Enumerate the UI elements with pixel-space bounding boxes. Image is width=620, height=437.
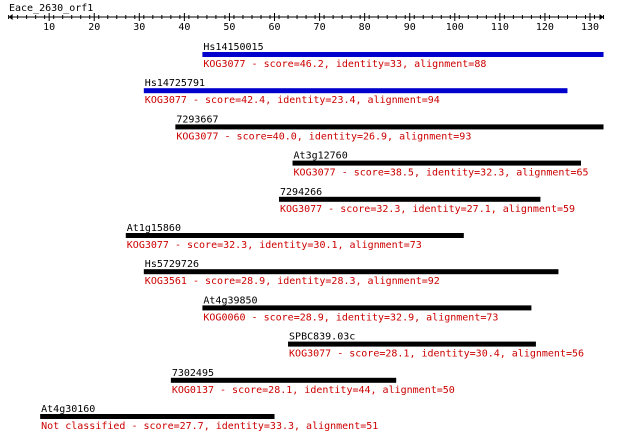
hit-description: KOG3077 - score=28.1, identity=30.4, ali… <box>289 349 584 360</box>
hit-description: KOG3077 - score=46.2, identity=33, align… <box>203 59 486 70</box>
hit-name[interactable]: 7302495 <box>172 368 214 379</box>
ruler-tick-label: 110 <box>491 22 509 33</box>
query-title: Eace_2630_orf1 <box>9 3 93 14</box>
hit-description: KOG3077 - score=42.4, identity=23.4, ali… <box>145 95 440 106</box>
hit-list: Hs14150015 KOG3077 - score=46.2, identity… <box>40 42 604 432</box>
hit-row[interactable]: 7302495 KOG0137 - score=28.1, identity=44… <box>170 368 455 396</box>
ruler-tick-label: 80 <box>359 22 371 33</box>
hit-row[interactable]: At4g30160 Not classified - score=27.7, id… <box>40 404 378 432</box>
hit-alignment-bar[interactable] <box>125 233 464 238</box>
position-ruler: 10 20 30 40 50 60 70 80 90 100 110 120 130 <box>8 13 605 33</box>
hit-name[interactable]: At4g39850 <box>203 295 257 306</box>
hit-alignment-bar[interactable] <box>175 124 604 130</box>
ruler-tick-label: 10 <box>43 22 55 33</box>
hit-row[interactable]: At1g15860 KOG3077 - score=32.3, identity=… <box>125 223 464 251</box>
ruler-right-arrow-icon <box>599 14 604 20</box>
hit-name[interactable]: 7294266 <box>280 187 322 198</box>
hit-alignment-bar[interactable] <box>202 52 604 57</box>
ruler-tick-label: 90 <box>404 22 416 33</box>
hit-alignment-bar[interactable] <box>170 377 397 383</box>
ruler-tick-label: 20 <box>88 22 100 33</box>
hit-alignment-bar[interactable] <box>202 305 532 311</box>
hit-alignment-bar[interactable] <box>279 196 541 202</box>
hit-alignment-bar[interactable] <box>292 160 581 166</box>
hit-description: KOG0137 - score=28.1, identity=44, align… <box>172 385 455 396</box>
ruler-tick-label: 50 <box>223 22 235 33</box>
ruler-tick-label: 30 <box>133 22 145 33</box>
hit-name[interactable]: SPBC839.03c <box>289 332 355 343</box>
ruler-tick-label: 130 <box>581 22 599 33</box>
hit-alignment-bar[interactable] <box>288 341 536 347</box>
hit-description: KOG3077 - score=38.5, identity=32.3, ali… <box>294 168 589 179</box>
hit-row[interactable]: SPBC839.03c KOG3077 - score=28.1, identit… <box>288 332 584 360</box>
hit-row[interactable]: Hs14725791 KOG3077 - score=42.4, identity… <box>143 78 568 106</box>
hit-name[interactable]: At4g30160 <box>41 404 95 415</box>
hit-name[interactable]: Hs5729726 <box>145 259 199 270</box>
ruler-tick-label: 70 <box>314 22 326 33</box>
ruler-tick-label: 60 <box>268 22 280 33</box>
hit-description: KOG3077 - score=32.3, identity=27.1, ali… <box>280 204 575 215</box>
hit-name[interactable]: Hs14725791 <box>145 78 205 89</box>
ruler-tick-label: 40 <box>178 22 190 33</box>
hit-name[interactable]: At1g15860 <box>127 223 181 234</box>
hit-description: KOG3077 - score=40.0, identity=26.9, ali… <box>176 131 471 142</box>
hit-row[interactable]: 7294266 KOG3077 - score=32.3, identity=27… <box>279 187 575 215</box>
hit-row[interactable]: At3g12760 KOG3077 - score=38.5, identity=… <box>292 151 589 179</box>
hit-name[interactable]: At3g12760 <box>294 151 348 162</box>
hit-name[interactable]: Hs14150015 <box>203 42 263 53</box>
hit-alignment-bar[interactable] <box>40 414 275 419</box>
hit-row[interactable]: Hs14150015 KOG3077 - score=46.2, identity… <box>202 42 604 70</box>
ruler-tick-label: 120 <box>536 22 554 33</box>
hit-description: KOG0060 - score=28.9, identity=32.9, ali… <box>203 312 498 323</box>
hit-description: Not classified - score=27.7, identity=33… <box>41 421 378 432</box>
hit-row[interactable]: 7293667 KOG3077 - score=40.0, identity=26… <box>175 114 604 142</box>
ruler-tick-label: 100 <box>446 22 464 33</box>
hit-row[interactable]: Hs5729726 KOG3561 - score=28.9, identity=… <box>143 259 559 287</box>
hit-alignment-bar[interactable] <box>143 88 568 94</box>
hit-row[interactable]: At4g39850 KOG0060 - score=28.9, identity=… <box>202 295 532 323</box>
ruler-left-arrow-icon <box>8 14 13 20</box>
hit-alignment-bar[interactable] <box>143 269 559 275</box>
hit-description: KOG3561 - score=28.9, identity=28.3, ali… <box>145 276 440 287</box>
hit-name[interactable]: 7293667 <box>176 114 218 125</box>
hit-description: KOG3077 - score=32.3, identity=30.1, ali… <box>127 240 422 251</box>
